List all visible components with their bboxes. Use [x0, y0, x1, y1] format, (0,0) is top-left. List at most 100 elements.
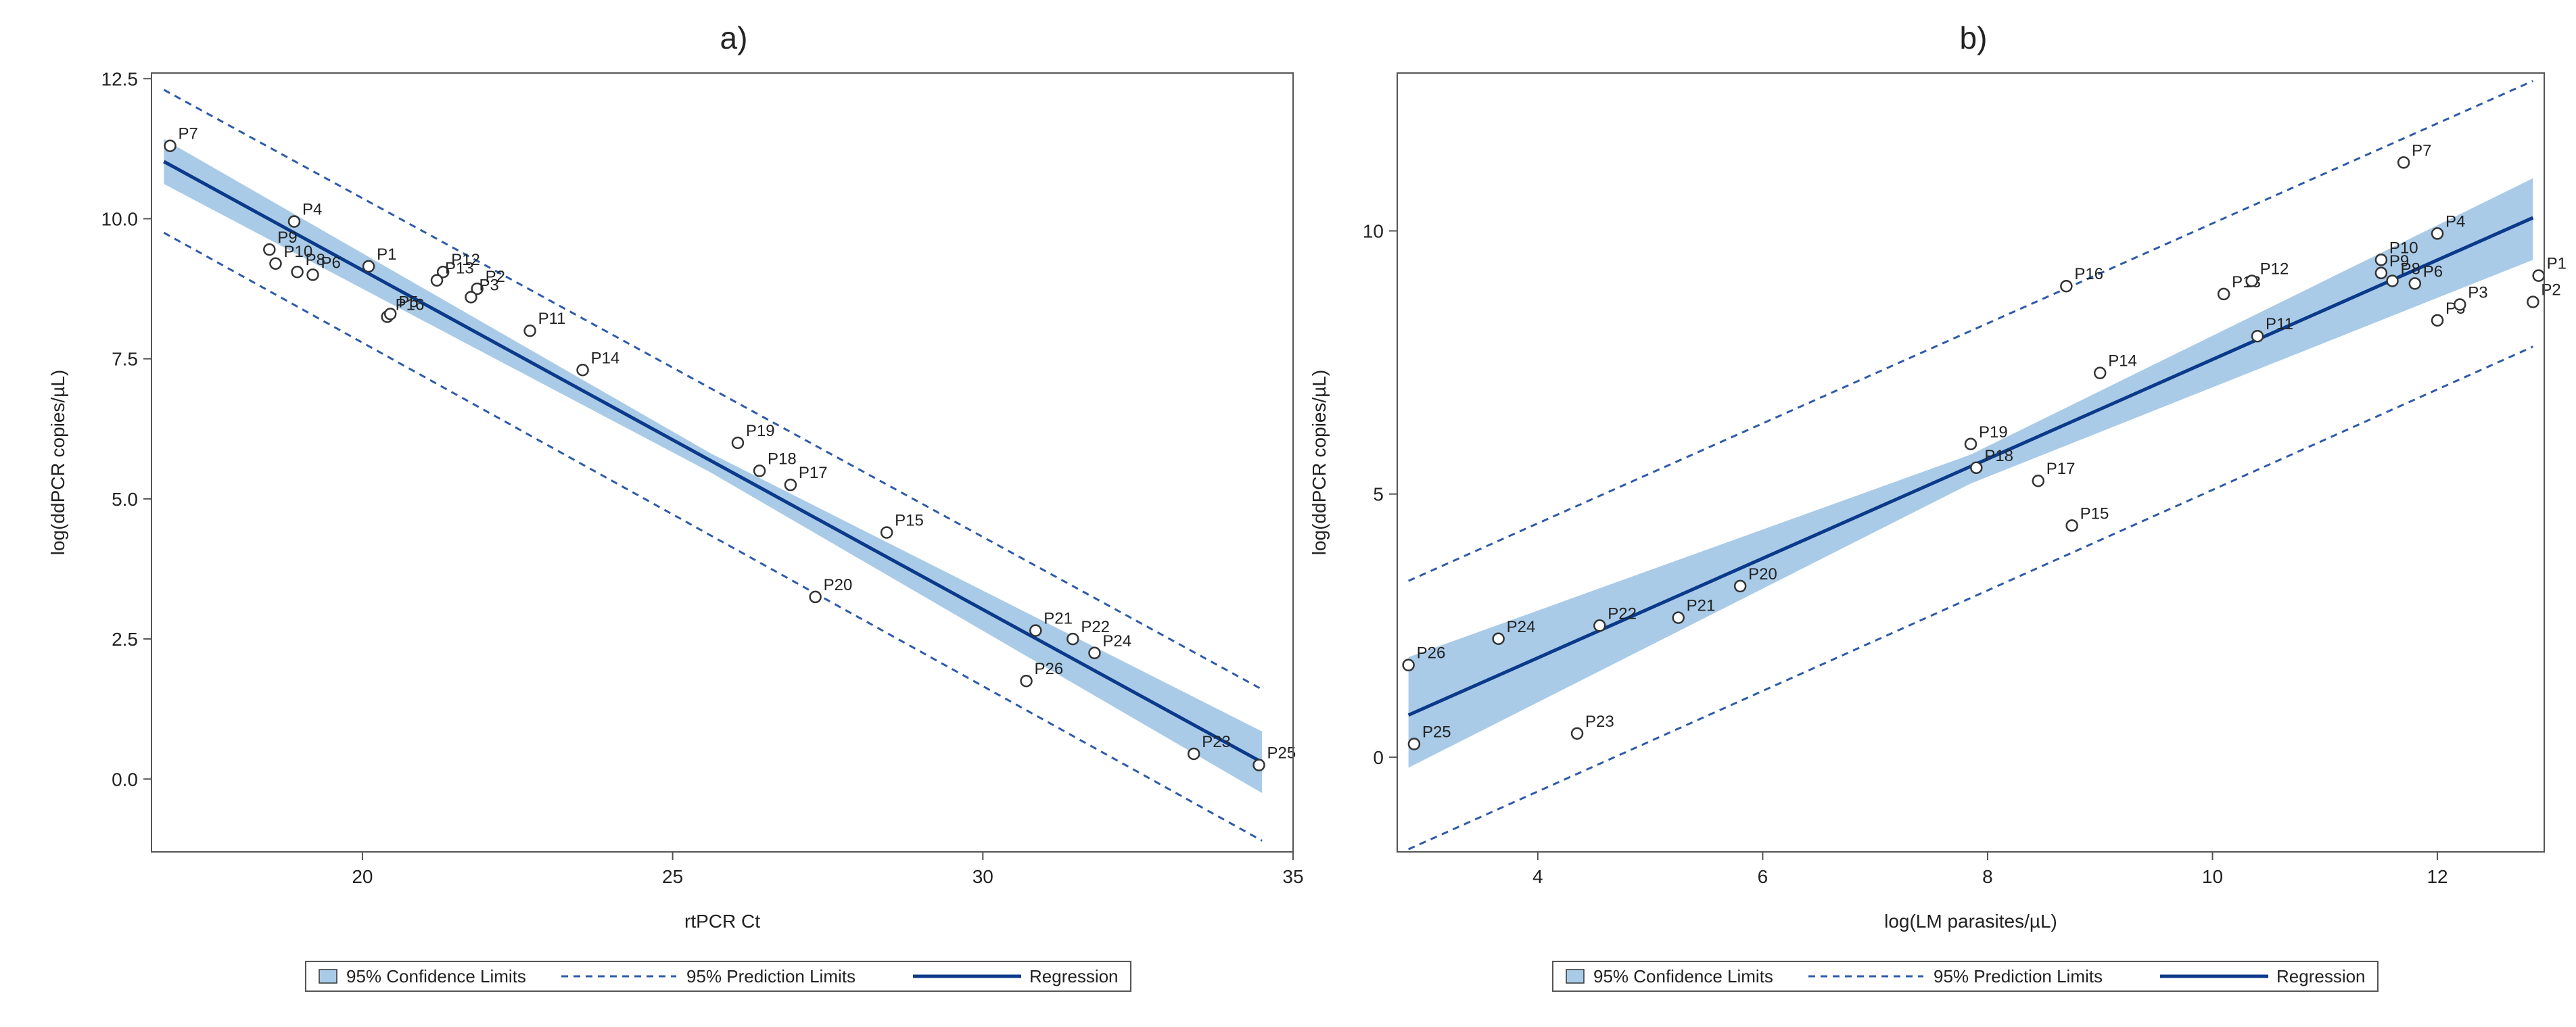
panel-a-point-p12: [436, 265, 450, 279]
panel-a-point-p11: [523, 324, 536, 337]
panel-b-point-layer: P26 P25 P24 P22 P23 P21 P20 P19 P18 P17 P15 P16 P14 P…: [1402, 141, 2567, 750]
panel-a-point-label-p24: P24: [1102, 632, 1131, 650]
panel-b-point-label-p21: P21: [1687, 597, 1716, 615]
panel-a-point-p8: [291, 265, 304, 279]
panel-a-point-label-p8: P8: [306, 251, 325, 269]
panel-b-point-p16: [2060, 279, 2073, 293]
panel-b-prediction-lower-line: [1408, 345, 2533, 851]
panel-a-point-label-p9: P9: [277, 229, 297, 247]
panel-a-point-label-p2: P2: [486, 268, 505, 286]
panel-a-legend-confidence-label: 95% Confidence Limits: [346, 966, 526, 986]
panel-a-point-label-p22: P22: [1081, 618, 1110, 636]
panel-a-point-p18: [753, 464, 766, 477]
panel-a-point-label-p10: P10: [283, 243, 312, 261]
panel-b-point-p8: [2386, 274, 2399, 287]
panel-b-point-label-p24: P24: [1507, 618, 1536, 636]
panel-a-plot-frame: [151, 72, 1294, 853]
panel-a-x-tick-label: 30: [973, 866, 993, 887]
panel-a-point-label-p26: P26: [1035, 660, 1064, 678]
panel-b-point-label-p6: P6: [2423, 262, 2443, 281]
panel-a-point-label-p25: P25: [1267, 744, 1296, 763]
panel-b-legend: 95% Confidence Limits 95% Prediction Lim…: [1552, 961, 2379, 992]
panel-b-x-axis-title: log(LM parasites/µL): [1884, 911, 2057, 932]
panel-a-point-label-p1: P1: [377, 245, 396, 264]
panel-b-point-p9: [2374, 266, 2388, 280]
panel-b-point-p12: [2245, 274, 2258, 287]
panel-a-point-label-p15: P15: [895, 512, 924, 530]
panel-a-y-axis-title: log(ddPCR copies/µL): [47, 370, 68, 555]
panel-b-x-tick-label: 4: [1532, 866, 1543, 887]
panel-a-point-p7: [164, 139, 177, 152]
panel-b-point-label-p22: P22: [1608, 604, 1637, 623]
panel-b-point-p22: [1593, 619, 1606, 632]
panel-b-point-label-p8: P8: [2401, 260, 2420, 278]
panel-a-point-label-p11: P11: [538, 310, 566, 328]
panel-b-x-axis: 4 6 8 10 12: [1532, 852, 2448, 887]
panel-a-y-axis: 0.0 2.5 5.0 7.5 10.0 12.5: [101, 68, 151, 790]
panel-a-legend-regression-label: Regression: [1029, 966, 1119, 986]
panel-a-point-label-p6: P6: [321, 254, 341, 272]
panel-b-point-p3: [2454, 298, 2466, 311]
panel-b-point-label-p1: P1: [2547, 255, 2567, 273]
panel-a-point-p21: [1029, 624, 1042, 637]
panel-a-y-tick-label: 12.5: [101, 68, 139, 89]
panel-a-point-p13: [430, 274, 444, 287]
panel-a-y-tick-label: 2.5: [112, 629, 138, 650]
panel-b-y-tick-label: 10: [1363, 221, 1384, 242]
panel-a-point-p10: [269, 257, 282, 270]
panel-a-x-tick-label: 20: [352, 866, 373, 887]
panel-b-point-label-p20: P20: [1748, 565, 1777, 583]
panel-a-point-p14: [576, 364, 589, 377]
panel-b-x-tick-label: 8: [1982, 866, 1993, 887]
panel-a-point-p25: [1252, 759, 1265, 771]
panel-a-point-label-p14: P14: [591, 349, 620, 367]
panel-b-point-label-p19: P19: [1979, 423, 2008, 441]
panel-b-band-layer: [1408, 178, 2533, 768]
panel-b-point-p2: [2527, 295, 2539, 308]
panel-a-point-p19: [731, 436, 745, 450]
panel-b-y-tick-label: 5: [1373, 484, 1384, 505]
panel-b-point-p1: [2532, 269, 2545, 282]
panel-a-legend: 95% Confidence Limits 95% Prediction Lim…: [305, 961, 1131, 992]
panel-b-point-p24: [1492, 632, 1505, 646]
panel-a-point-p26: [1020, 674, 1033, 688]
panel-b-point-label-p11: P11: [2266, 315, 2293, 333]
panel-a-point-label-p3: P3: [479, 277, 498, 295]
panel-a-point-label-p21: P21: [1044, 610, 1073, 628]
panel-a-y-tick-label: 0.0: [112, 769, 138, 790]
panel-b-point-p23: [1570, 727, 1584, 740]
panel-b-legend-prediction-label: 95% Prediction Limits: [1934, 966, 2103, 986]
panel-a-confidence-band: [164, 139, 1263, 793]
panel-b-point-p21: [1672, 611, 1685, 624]
panel-b-point-label-p15: P15: [2080, 504, 2109, 523]
panel-b-point-label-p17: P17: [2046, 460, 2076, 478]
panel-b-point-label-p14: P14: [2108, 352, 2137, 371]
panel-a-point-p23: [1187, 747, 1200, 761]
panel-a-point-p24: [1088, 646, 1101, 660]
panel-a-prediction-lower-line: [163, 231, 1263, 842]
panel-a-point-label-p7: P7: [179, 125, 198, 143]
panel-b-point-label-p7: P7: [2412, 141, 2431, 160]
panel-a-point-p1: [362, 260, 375, 273]
panel-b: b) P26P25P24P22P23P21P20P19P18P17P15P16P…: [1309, 20, 2567, 992]
panel-b-point-label-p12: P12: [2260, 260, 2289, 278]
panel-b-legend-box: [1552, 961, 2379, 992]
panel-a-point-label-p18: P18: [768, 450, 797, 468]
panel-a-point-p4: [287, 215, 301, 228]
panel-a-point-p20: [809, 590, 822, 604]
panel-b-point-label-p26: P26: [1417, 644, 1446, 663]
panel-a-point-label-p19: P19: [746, 422, 775, 440]
panel-a-point-label-p16: P16: [396, 296, 425, 314]
panel-a-x-axis-title: rtPCR Ct: [684, 911, 760, 932]
panel-a-prediction-upper-line: [163, 89, 1263, 690]
panel-b-point-label-p3: P3: [2468, 283, 2487, 302]
panel-a-legend-box: [305, 961, 1131, 992]
panel-b-point-p6: [2408, 277, 2422, 290]
panel-b-point-p5: [2431, 314, 2444, 327]
panel-b-point-label-p10: P10: [2389, 239, 2418, 257]
panel-b-confidence-band: [1408, 178, 2533, 768]
panel-a-y-tick-label: 5.0: [112, 489, 138, 510]
panel-a-point-p5: [383, 308, 397, 320]
panel-b-point-p26: [1402, 659, 1415, 671]
